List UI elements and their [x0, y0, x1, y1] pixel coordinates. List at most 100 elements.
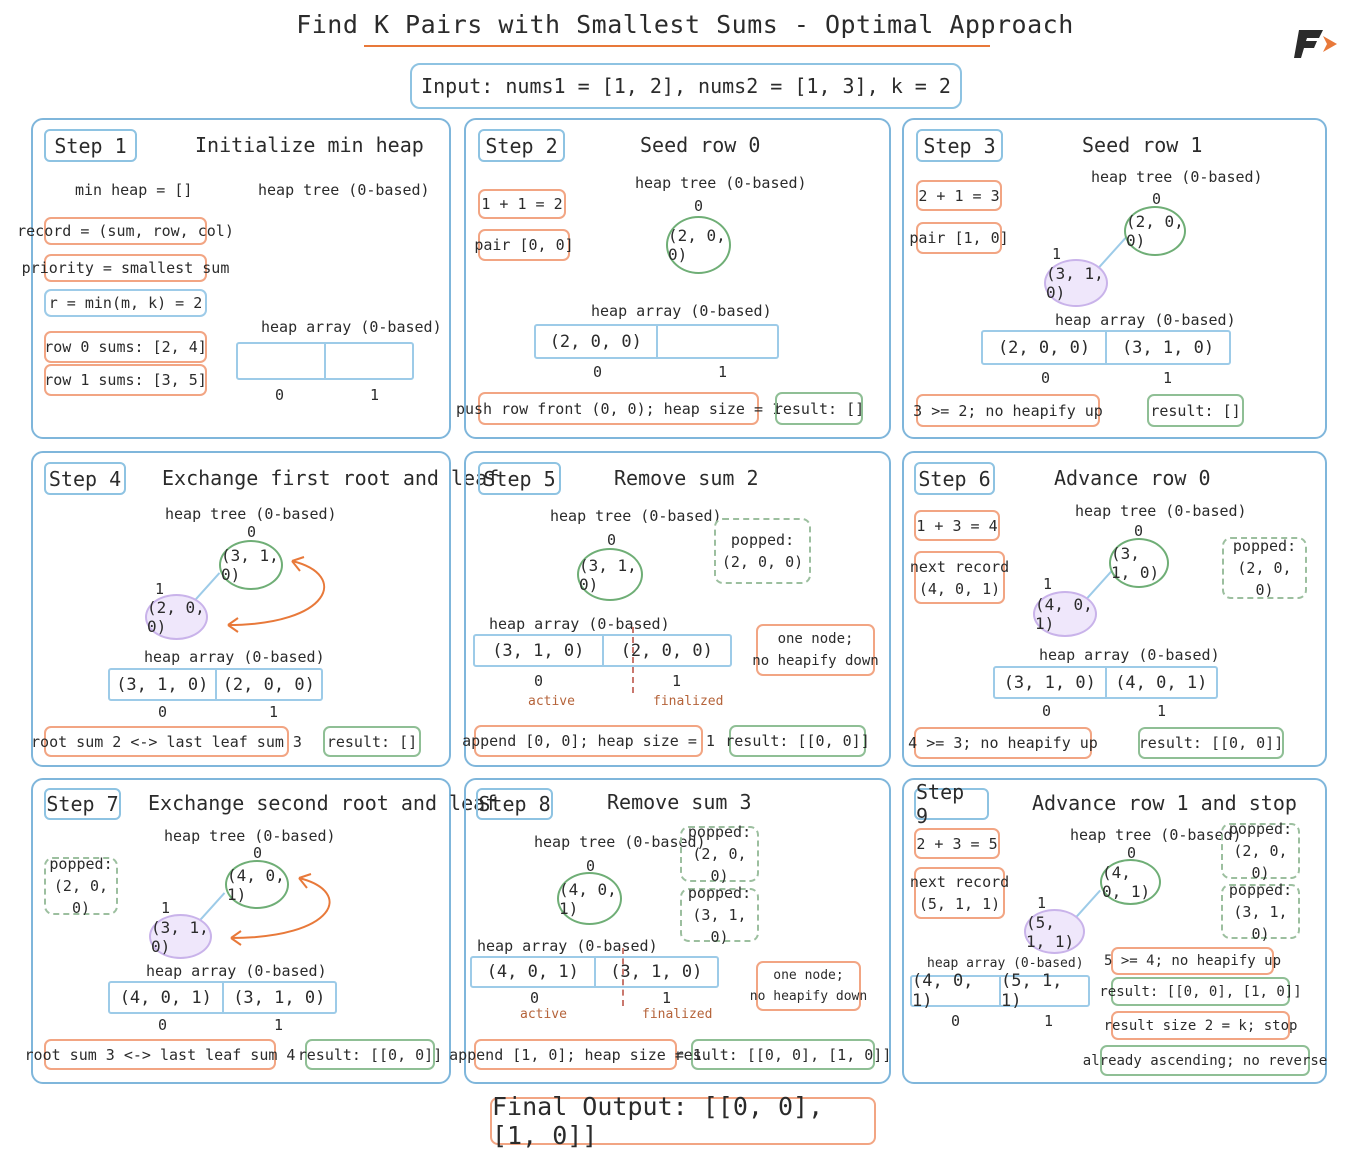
title-underline [364, 45, 990, 47]
action-note: root sum 2 <-> last leaf sum 3 [31, 726, 302, 757]
index-label: 0 [275, 386, 285, 404]
popped-value: (2, 0, 0) [53, 877, 109, 917]
step-7-panel [31, 778, 451, 1084]
heap-array-label: heap array (0-based) [1039, 646, 1220, 664]
heap-cell: (4, 0, 1) [1104, 668, 1217, 697]
heapify-note: 5 >= 4; no heapify up [1104, 947, 1281, 975]
node-index: 0 [1127, 844, 1137, 862]
heap-tree-label: heap tree (0-based) [1070, 826, 1242, 844]
popped-label: popped: [687, 884, 752, 902]
popped-box: popped: (2, 0, 0) [1221, 820, 1300, 882]
node-index: 1 [161, 899, 171, 917]
node-index: 1 [1043, 575, 1053, 593]
input-box: Input: nums1 = [1, 2], nums2 = [1, 3], k… [410, 63, 962, 109]
finalized-separator [622, 948, 624, 1006]
step-7-tag: Step 7 [44, 788, 121, 820]
finalized-note: finalized [653, 694, 724, 709]
step-8-panel [464, 778, 891, 1084]
heap-array: (4, 0, 1) (5, 1, 1) [910, 971, 1090, 1011]
heap-tree-label: heap tree (0-based) [165, 505, 337, 523]
heap-tree-label: heap tree (0-based) [635, 174, 807, 192]
sum-calc: 1 + 1 = 2 [478, 189, 566, 219]
heap-root-node: (3, 1, 0) [219, 540, 283, 590]
heap-cell: (2, 0, 0) [997, 337, 1091, 358]
heap-leaf-node: (2, 0, 0) [145, 594, 208, 640]
popped-value: (2, 0, 0) [721, 553, 804, 571]
action-note: 3 >= 2; no heapify up [913, 394, 1103, 427]
heap-cell: (3, 1, 0) [1003, 672, 1096, 693]
heap-cell: (3, 1, 0) [116, 674, 209, 695]
popped-value: (3, 1, 0) [692, 906, 747, 946]
step-3-tag: Step 3 [916, 129, 1003, 162]
popped-box: popped: (2, 0, 0) [44, 855, 118, 917]
index-label: 0 [158, 1016, 168, 1034]
heap-array: (3, 1, 0) (4, 0, 1) [993, 666, 1218, 699]
index-label: 1 [662, 989, 672, 1007]
stop-note: result size 2 = k; stop [1104, 1011, 1297, 1040]
info-line: one node; [773, 968, 844, 983]
node-index: 1 [155, 580, 165, 598]
heap-array-label: heap array (0-based) [927, 956, 1084, 971]
heap-root-node: (2, 0, 0) [666, 216, 731, 274]
action-note: root sum 3 <-> last leaf sum 4 [25, 1039, 295, 1070]
step-3-title: Seed row 1 [1082, 133, 1203, 157]
heap-cell [324, 344, 412, 378]
heap-array-label: heap array (0-based) [144, 648, 325, 666]
brand-logo-icon [1294, 30, 1337, 58]
step-2-title: Seed row 0 [640, 133, 761, 157]
result-note: result: [[0, 0], [1, 0]] [675, 1039, 891, 1070]
index-label: 1 [1157, 702, 1167, 720]
sum-calc: 2 + 1 = 3 [916, 180, 1002, 211]
popped-box: popped: (2, 0, 0) [714, 518, 811, 584]
index-label: 1 [269, 703, 279, 721]
info-line: no heapify down [749, 989, 868, 1004]
index-label: 0 [534, 672, 544, 690]
next-record: next record (4, 0, 1) [910, 551, 1009, 604]
info-note: one node; no heapify down [752, 624, 879, 676]
heap-root-node: (4, 0, 1) [225, 860, 289, 909]
active-note: active [528, 694, 575, 709]
heap-tree-label: heap tree (0-based) [164, 827, 336, 845]
popped-value: (2, 0, 0) [692, 845, 747, 885]
action-note: 4 >= 3; no heapify up [908, 727, 1098, 759]
step-2-panel [464, 118, 891, 439]
heap-array: (3, 1, 0) (2, 0, 0) [473, 634, 732, 667]
heap-cell: (3, 1, 0) [221, 983, 336, 1012]
heap-leaf-node: (4, 0, 1) [1033, 591, 1097, 637]
step-5-panel [464, 451, 891, 767]
action-note: append [0, 0]; heap size = 1 [462, 725, 715, 757]
heap-cell: (5, 1, 1) [999, 971, 1088, 1011]
index-label: 1 [672, 672, 682, 690]
heap-cell: (2, 0, 0) [214, 670, 322, 699]
step-6-tag: Step 6 [914, 462, 995, 495]
heap-tree-label: heap tree (0-based) [258, 181, 430, 199]
heap-array-label: heap array (0-based) [477, 937, 658, 955]
heap-leaf-node: (5, 1, 1) [1024, 909, 1085, 954]
info-line: one node; [777, 631, 854, 647]
step-9-title: Advance row 1 and stop [1032, 791, 1297, 815]
index-label: 0 [1042, 702, 1052, 720]
heap-array: (4, 0, 1) (3, 1, 0) [470, 956, 719, 988]
heap-tree-label: heap tree (0-based) [534, 833, 706, 851]
popped-box: popped: (2, 0, 0) [680, 823, 759, 885]
step-3-panel [902, 118, 1327, 439]
heap-cell: (3, 1, 0) [593, 958, 718, 986]
node-index: 1 [1052, 245, 1062, 263]
popped-label: popped: [1228, 820, 1293, 838]
min-heap-label: min heap = [] [75, 181, 193, 199]
heap-tree-label: heap tree (0-based) [1091, 168, 1263, 186]
action-note: append [1, 0]; heap size = 1 [449, 1039, 702, 1070]
step-5-tag: Step 5 [478, 462, 561, 495]
step-2-tag: Step 2 [478, 129, 565, 162]
step-1-title: Initialize min heap [195, 133, 424, 157]
heap-root-node: (2, 0, 0) [1124, 206, 1186, 256]
step-5-title: Remove sum 2 [614, 466, 759, 490]
heap-cell: (3, 1, 0) [492, 640, 585, 661]
heap-root-node: (3, 1, 0) [1109, 538, 1169, 588]
result-note: result: [[0, 0]] [725, 725, 870, 757]
index-label: 1 [1044, 1012, 1054, 1030]
result-note: result: [[0, 0], [1, 0]] [1099, 977, 1302, 1006]
heap-leaf-node: (3, 1, 0) [149, 914, 212, 959]
swap-arrow-icon [230, 873, 331, 946]
sum-calc: 1 + 3 = 4 [914, 510, 1000, 541]
